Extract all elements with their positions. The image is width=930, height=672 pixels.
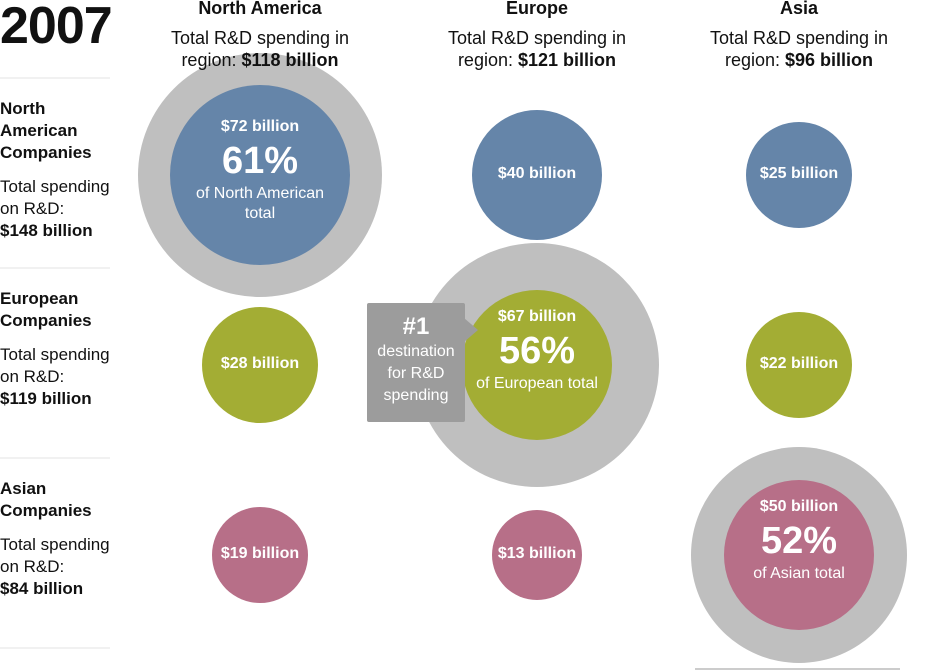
cell-label: $19 billion (180, 545, 340, 563)
cell-label: $50 billion 52% of Asian total (719, 498, 879, 584)
amount: $50 billion (759, 498, 839, 515)
year: 2007 (0, 0, 113, 55)
spending-circle (746, 312, 852, 418)
amount: $19 billion (220, 545, 300, 562)
region-name: Asia (779, 0, 819, 18)
region-total: Total R&D spending in region: $96 billio… (699, 27, 899, 71)
spending-circle (170, 85, 350, 265)
share-note: of North American total (195, 185, 325, 222)
amount: $72 billion (220, 118, 300, 135)
cell-label: $25 billion (719, 165, 879, 183)
company-group: Asian Companies (0, 479, 92, 520)
amount: $13 billion (497, 545, 577, 562)
row-label: Asian Companies Total spending on R&D: $84… (0, 478, 130, 600)
company-total: Total spending on R&D: $84 billion (0, 534, 125, 600)
label: Total R&D spending in region: (709, 28, 889, 70)
total: $121 billion (518, 50, 617, 70)
company-total: Total spending on R&D: $148 billion (0, 176, 125, 242)
spending-circle (724, 480, 874, 630)
region-name: Europe (505, 0, 568, 18)
spending-circle (492, 510, 582, 600)
percent: 61% (221, 140, 299, 182)
callout-box (367, 303, 465, 422)
total: $118 billion (241, 50, 339, 70)
spending-circle (202, 307, 318, 423)
callout: #1 destination for R&D spending (367, 303, 465, 422)
amount: $22 billion (759, 355, 839, 372)
callout-rank: #1 (402, 313, 430, 340)
callout-arrow (464, 318, 478, 342)
amount: $40 billion (497, 165, 577, 182)
label: Total spending on R&D: (0, 345, 110, 386)
company-group: European Companies (0, 289, 92, 330)
company-total: Total spending on R&D: $119 billion (0, 344, 125, 410)
spending-circle (472, 110, 602, 240)
percent: 52% (760, 520, 838, 562)
cell-label: $22 billion (719, 355, 879, 373)
callout-text: destination for R&D spending (377, 343, 455, 404)
total: $148 billion (0, 221, 93, 240)
total: $119 billion (0, 389, 92, 408)
column-header: North America Total R&D spending in regio… (140, 0, 380, 71)
total: $96 billion (785, 50, 874, 70)
spending-circle (212, 507, 308, 603)
region-total: Total R&D spending in region: $121 billi… (437, 27, 637, 71)
percent: 56% (498, 330, 576, 372)
spending-circle (462, 290, 612, 440)
amount: $67 billion (497, 308, 577, 325)
row-label: North American Companies Total spending o… (0, 98, 130, 242)
cell-label: $28 billion (180, 355, 340, 373)
column-header: Asia Total R&D spending in region: $96 bi… (679, 0, 919, 71)
cell-label: $40 billion (457, 165, 617, 183)
spending-circle (746, 122, 852, 228)
label: Total R&D spending in region: (447, 28, 627, 70)
row-label: European Companies Total spending on R&D:… (0, 288, 130, 410)
label: Total spending on R&D: (0, 177, 110, 218)
label: Total R&D spending in region: (170, 28, 350, 70)
cell-label: $67 billion 56% of European total (457, 308, 617, 394)
cell-label: $72 billion 61% of North American total (180, 118, 340, 224)
share-note: of Asian total (753, 565, 845, 582)
company-group: North American Companies (0, 99, 92, 162)
share-note: of European total (476, 375, 598, 392)
region-name: North America (198, 0, 322, 18)
total: $84 billion (0, 579, 84, 598)
region-total: Total R&D spending in region: $118 billi… (160, 27, 360, 71)
amount: $25 billion (759, 165, 839, 182)
label: Total spending on R&D: (0, 535, 110, 576)
cell-label: $13 billion (457, 545, 617, 563)
amount: $28 billion (220, 355, 300, 372)
column-header: Europe Total R&D spending in region: $121… (417, 0, 657, 71)
